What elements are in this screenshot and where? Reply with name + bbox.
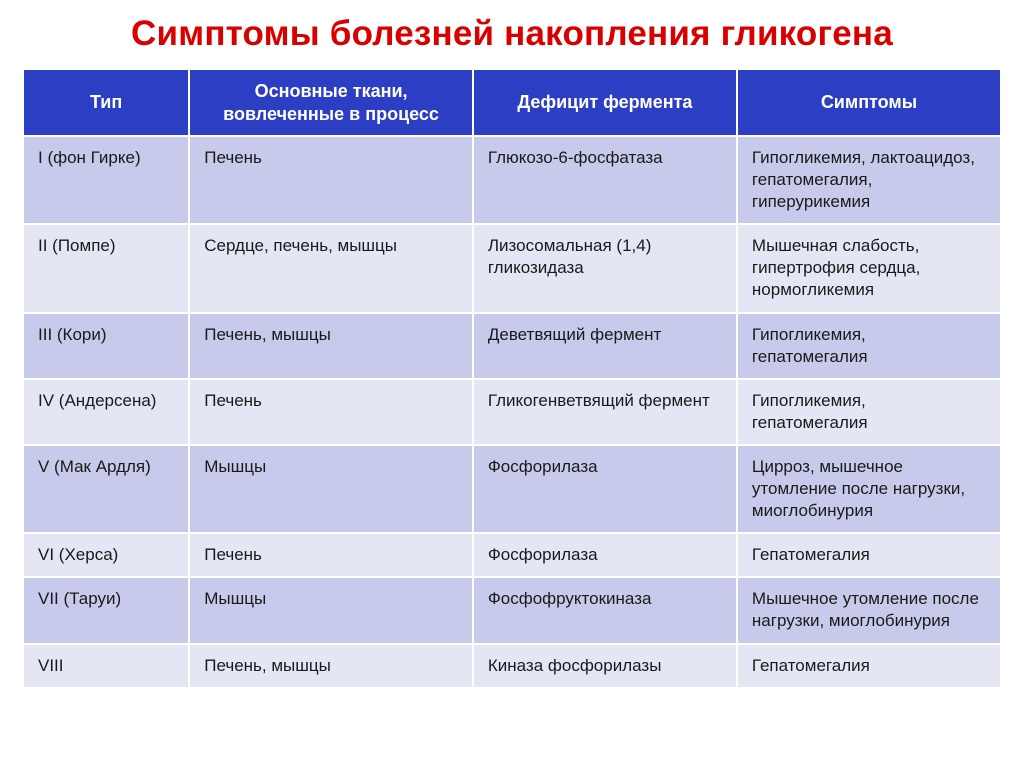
- cell-tissues: Сердце, печень, мышцы: [189, 224, 473, 312]
- cell-type: V (Мак Ардля): [23, 445, 189, 533]
- cell-type: IV (Андерсена): [23, 379, 189, 445]
- cell-symptoms: Мышечное утомление после нагрузки, миогл…: [737, 577, 1001, 643]
- cell-symptoms: Цирроз, мышечное утомление после нагрузк…: [737, 445, 1001, 533]
- table-row: V (Мак Ардля) Мышцы Фосфорилаза Цирроз, …: [23, 445, 1001, 533]
- cell-symptoms: Мышечная слабость, гипертрофия сердца, н…: [737, 224, 1001, 312]
- cell-tissues: Печень, мышцы: [189, 313, 473, 379]
- cell-symptoms: Гипогликемия, гепатомегалия: [737, 313, 1001, 379]
- cell-type: VI (Херса): [23, 533, 189, 577]
- cell-enzyme: Фосфорилаза: [473, 533, 737, 577]
- cell-enzyme: Деветвящий фермент: [473, 313, 737, 379]
- cell-enzyme: Глюкозо-6-фосфатаза: [473, 136, 737, 224]
- col-header-symptoms: Симптомы: [737, 69, 1001, 136]
- cell-type: I (фон Гирке): [23, 136, 189, 224]
- cell-symptoms: Гипогликемия, лактоацидоз, гепатомегалия…: [737, 136, 1001, 224]
- table-row: VII (Таруи) Мышцы Фосфофруктокиназа Мыше…: [23, 577, 1001, 643]
- cell-symptoms: Гепатомегалия: [737, 533, 1001, 577]
- cell-enzyme: Лизосомальная (1,4) гликозидаза: [473, 224, 737, 312]
- cell-enzyme: Киназа фосфорилазы: [473, 644, 737, 688]
- cell-enzyme: Фосфофруктокиназа: [473, 577, 737, 643]
- cell-enzyme: Гликогенветвящий фермент: [473, 379, 737, 445]
- table-header-row: Тип Основные ткани, вовлеченные в процес…: [23, 69, 1001, 136]
- cell-symptoms: Гипогликемия, гепатомегалия: [737, 379, 1001, 445]
- cell-tissues: Печень, мышцы: [189, 644, 473, 688]
- table-row: III (Кори) Печень, мышцы Деветвящий ферм…: [23, 313, 1001, 379]
- cell-tissues: Мышцы: [189, 445, 473, 533]
- col-header-tissues: Основные ткани, вовлеченные в процесс: [189, 69, 473, 136]
- cell-tissues: Печень: [189, 379, 473, 445]
- cell-tissues: Печень: [189, 136, 473, 224]
- table-row: IV (Андерсена) Печень Гликогенветвящий ф…: [23, 379, 1001, 445]
- table-row: VIII Печень, мышцы Киназа фосфорилазы Ге…: [23, 644, 1001, 688]
- glycogen-table: Тип Основные ткани, вовлеченные в процес…: [22, 68, 1002, 689]
- cell-tissues: Печень: [189, 533, 473, 577]
- col-header-enzyme: Дефицит фермента: [473, 69, 737, 136]
- table-row: VI (Херса) Печень Фосфорилаза Гепатомега…: [23, 533, 1001, 577]
- table-row: II (Помпе) Сердце, печень, мышцы Лизосом…: [23, 224, 1001, 312]
- page-title: Симптомы болезней накопления гликогена: [22, 14, 1002, 54]
- cell-tissues: Мышцы: [189, 577, 473, 643]
- cell-type: II (Помпе): [23, 224, 189, 312]
- cell-type: VIII: [23, 644, 189, 688]
- cell-enzyme: Фосфорилаза: [473, 445, 737, 533]
- table-row: I (фон Гирке) Печень Глюкозо-6-фосфатаза…: [23, 136, 1001, 224]
- cell-symptoms: Гепатомегалия: [737, 644, 1001, 688]
- cell-type: VII (Таруи): [23, 577, 189, 643]
- cell-type: III (Кори): [23, 313, 189, 379]
- col-header-type: Тип: [23, 69, 189, 136]
